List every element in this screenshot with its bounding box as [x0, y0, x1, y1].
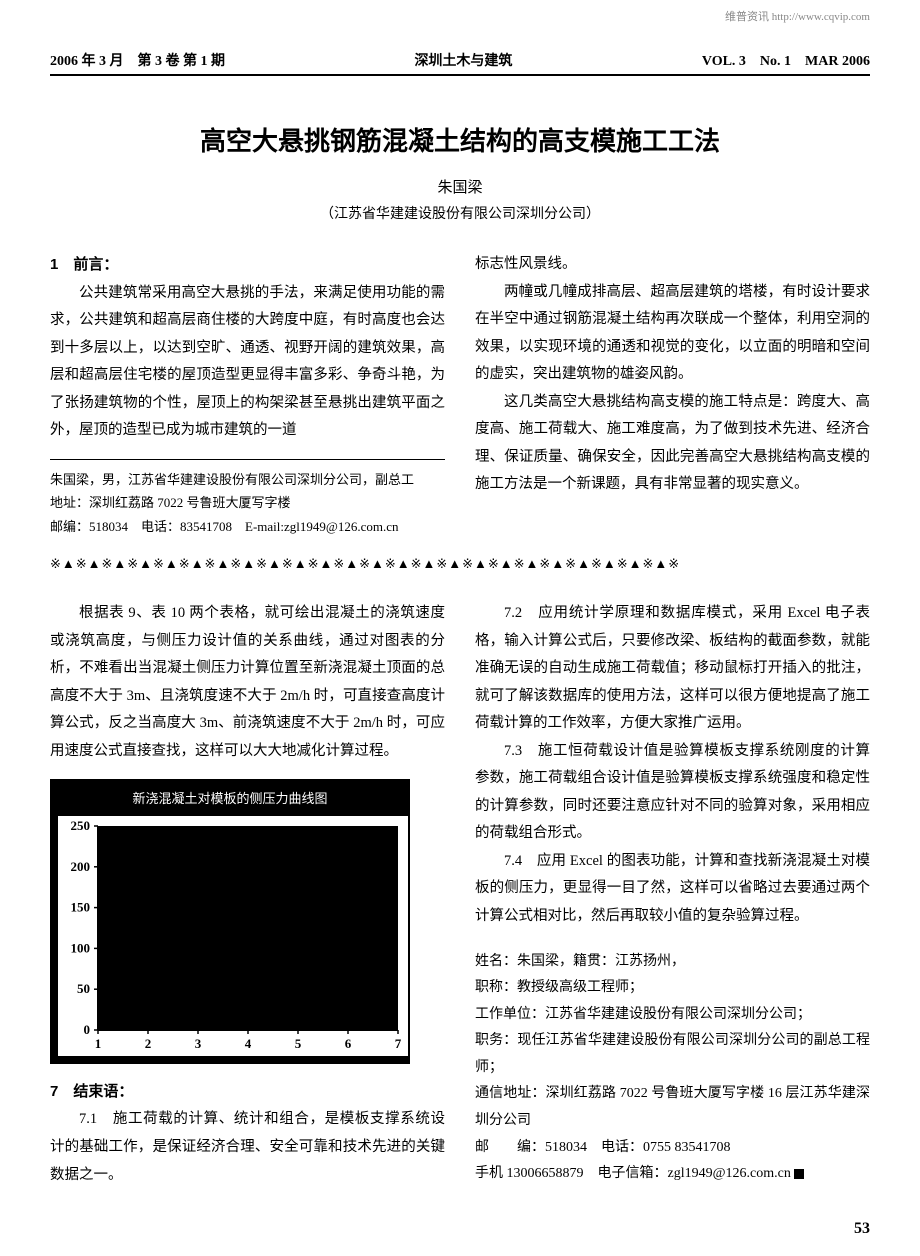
contact-unit: 工作单位：江苏省华建建设股份有限公司深圳分公司；	[475, 1002, 870, 1029]
header-center: 深圳土木与建筑	[414, 50, 512, 70]
svg-text:3: 3	[195, 1036, 202, 1051]
pressure-curve-chart: 0 50 100 150 200 250 1 2 3 4 5 6 7	[58, 816, 408, 1056]
contact-mobile-text: 手机 13006658879 电子信箱：zgl1949@126.com.cn	[475, 1166, 794, 1181]
paragraph: 根据表 9、表 10 两个表格，就可绘出混凝土的浇筑速度或浇筑高度，与侧压力设计…	[50, 600, 445, 765]
chart-container: 新浇混凝土对模板的侧压力曲线图 0 50 100 150 200 250 1 2 3 4 5 6 7	[50, 779, 410, 1064]
svg-text:150: 150	[71, 900, 91, 915]
paragraph: 这几类高空大悬挑结构高支模的施工特点是：跨度大、高度高、施工荷载大、施工难度高，…	[475, 389, 870, 499]
contact-job: 职务：现任江苏省华建建设股份有限公司深圳分公司的副总工程师；	[475, 1028, 870, 1081]
upper-left-column: 1 前言： 公共建筑常采用高空大悬挑的手法，来满足使用功能的需求，公共建筑和超高…	[50, 251, 445, 538]
section-7-title: 7 结束语：	[50, 1078, 445, 1107]
paragraph: 两幢或几幢成排高层、超高层建筑的塔楼，有时设计要求在半空中通过钢筋混凝土结构再次…	[475, 279, 870, 389]
paragraph: 标志性风景线。	[475, 251, 870, 279]
contact-post: 邮 编：518034 电话：0755 83541708	[475, 1135, 870, 1162]
contact-address: 通信地址：深圳红荔路 7022 号鲁班大厦写字楼 16 层江苏华建深圳分公司	[475, 1081, 870, 1134]
running-head: 2006 年 3 月 第 3 卷 第 1 期 深圳土木与建筑 VOL. 3 No…	[50, 50, 870, 76]
svg-text:0: 0	[84, 1022, 91, 1037]
paper-title: 高空大悬挑钢筋混凝土结构的高支模施工工法	[50, 121, 870, 158]
svg-text:1: 1	[95, 1036, 102, 1051]
svg-text:100: 100	[71, 940, 91, 955]
author-info-line: 地址：深圳红荔路 7022 号鲁班大厦写字楼	[50, 491, 445, 514]
author-info-line: 邮编：518034 电话：83541708 E-mail:zgl1949@126…	[50, 515, 445, 538]
author-affiliation: （江苏省华建建设股份有限公司深圳分公司）	[50, 203, 870, 223]
svg-text:50: 50	[77, 981, 90, 996]
section-1-title: 1 前言：	[50, 251, 445, 280]
page-number: 53	[854, 1220, 870, 1238]
section-7-1: 7.1 施工荷载的计算、统计和组合，是模板支撑系统设计的基础工作，是保证经济合理…	[50, 1106, 445, 1189]
end-mark-icon	[794, 1169, 804, 1179]
author-info-block: 朱国梁，男，江苏省华建建设股份有限公司深圳分公司，副总工 地址：深圳红荔路 70…	[50, 459, 445, 538]
svg-text:200: 200	[71, 859, 91, 874]
svg-text:2: 2	[145, 1036, 152, 1051]
lower-columns: 根据表 9、表 10 两个表格，就可绘出混凝土的浇筑速度或浇筑高度，与侧压力设计…	[50, 600, 870, 1189]
section-7-4: 7.4 应用 Excel 的图表功能，计算和查找新浇混凝土对模板的侧压力，更显得…	[475, 848, 870, 931]
svg-text:250: 250	[71, 818, 91, 833]
header-right: VOL. 3 No. 1 MAR 2006	[702, 50, 870, 70]
svg-text:5: 5	[295, 1036, 302, 1051]
chart-title: 新浇混凝土对模板的侧压力曲线图	[58, 787, 402, 812]
author-name: 朱国梁	[50, 176, 870, 197]
contact-info-block: 姓名：朱国梁，籍贯：江苏扬州， 职称：教授级高级工程师； 工作单位：江苏省华建建…	[475, 949, 870, 1188]
lower-right-column: 7.2 应用统计学原理和数据库模式，采用 Excel 电子表格，输入计算公式后，…	[475, 600, 870, 1189]
contact-mobile: 手机 13006658879 电子信箱：zgl1949@126.com.cn	[475, 1161, 870, 1188]
section-7-2: 7.2 应用统计学原理和数据库模式，采用 Excel 电子表格，输入计算公式后，…	[475, 600, 870, 738]
contact-name: 姓名：朱国梁，籍贯：江苏扬州，	[475, 949, 870, 976]
lower-left-column: 根据表 9、表 10 两个表格，就可绘出混凝土的浇筑速度或浇筑高度，与侧压力设计…	[50, 600, 445, 1189]
watermark-text: 维普资讯 http://www.cqvip.com	[725, 8, 870, 24]
page: 维普资讯 http://www.cqvip.com 2006 年 3 月 第 3…	[0, 0, 920, 1256]
contact-title: 职称：教授级高级工程师；	[475, 975, 870, 1002]
section-7-3: 7.3 施工恒荷载设计值是验算模板支撑系统刚度的计算参数，施工荷载组合设计值是验…	[475, 738, 870, 848]
section-divider: ※▲※▲※▲※▲※▲※▲※▲※▲※▲※▲※▲※▲※▲※▲※▲※▲※▲※▲※▲※▲…	[50, 556, 870, 572]
header-left: 2006 年 3 月 第 3 卷 第 1 期	[50, 50, 225, 70]
chart-box: 新浇混凝土对模板的侧压力曲线图 0 50 100 150 200 250 1 2 3 4 5 6 7	[50, 779, 410, 1064]
svg-text:4: 4	[245, 1036, 252, 1051]
upper-columns: 1 前言： 公共建筑常采用高空大悬挑的手法，来满足使用功能的需求，公共建筑和超高…	[50, 251, 870, 538]
svg-text:7: 7	[395, 1036, 402, 1051]
author-info-line: 朱国梁，男，江苏省华建建设股份有限公司深圳分公司，副总工	[50, 468, 445, 491]
section-1-paragraph: 公共建筑常采用高空大悬挑的手法，来满足使用功能的需求，公共建筑和超高层商住楼的大…	[50, 280, 445, 445]
svg-text:6: 6	[345, 1036, 352, 1051]
upper-right-column: 标志性风景线。 两幢或几幢成排高层、超高层建筑的塔楼，有时设计要求在半空中通过钢…	[475, 251, 870, 538]
